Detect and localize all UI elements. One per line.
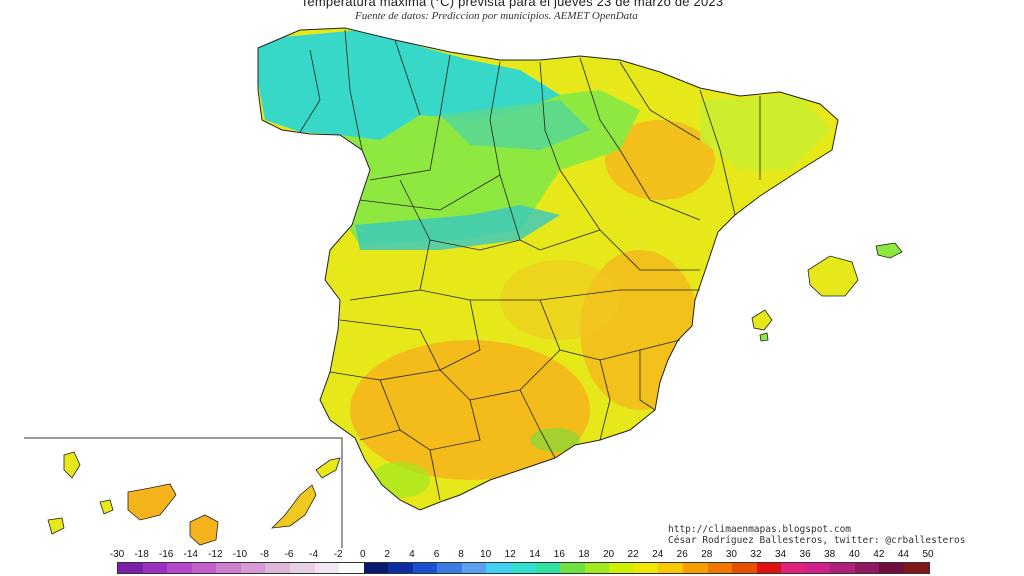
legend-tick: -4 [309, 549, 319, 560]
legend-tick: 24 [652, 549, 664, 560]
credit-author: César Rodríguez Ballesteros, twitter: @c… [668, 535, 966, 546]
legend-tick: -16 [158, 549, 174, 560]
legend-tick: 50 [922, 549, 934, 560]
legend-tick: 42 [873, 549, 885, 560]
legend-swatch [658, 563, 683, 573]
legend-tick: 34 [774, 549, 787, 560]
legend-tick: -6 [284, 549, 294, 560]
legend-swatch [854, 563, 880, 573]
legend-tick: 40 [848, 549, 860, 560]
legend-tick: 18 [578, 549, 590, 560]
legend-tick: -2 [333, 549, 343, 560]
legend-tick: 26 [676, 549, 688, 560]
legend-swatch [486, 563, 511, 573]
legend-tick: 38 [824, 549, 836, 560]
legend-tick: 22 [627, 549, 639, 560]
color-legend [117, 562, 930, 574]
legend-tick: 20 [602, 549, 615, 560]
legend-swatch [167, 563, 192, 573]
legend-tick: 0 [359, 549, 366, 560]
legend-swatch [339, 563, 364, 573]
legend-swatch [437, 563, 462, 573]
legend-tick: -18 [134, 549, 149, 560]
canary-islands-inset [24, 437, 343, 548]
legend-swatch [461, 563, 487, 573]
legend-swatch [732, 563, 757, 573]
legend-swatch [216, 563, 241, 573]
legend-swatch [191, 563, 217, 573]
legend-swatch [781, 563, 806, 573]
legend-tick: 30 [725, 549, 737, 560]
legend-swatch [363, 563, 389, 573]
legend-swatch [633, 563, 659, 573]
legend-swatch [584, 563, 610, 573]
legend-tick: 44 [897, 549, 909, 560]
legend-swatch [805, 563, 831, 573]
legend-swatch [511, 563, 536, 573]
legend-tick: 16 [553, 549, 565, 560]
balearic-islands [751, 242, 903, 342]
legend-swatch [560, 563, 585, 573]
legend-labels: -30 -18 -16 -14 -12 -10 -8 -6 -4 -2 0 2 4 6 8 10 12 14 16 1… [0, 549, 1024, 561]
legend-swatch [609, 563, 634, 573]
legend-swatch [707, 563, 733, 573]
legend-tick: -12 [208, 549, 223, 560]
legend-tick: 36 [799, 549, 811, 560]
legend-tick: 2 [384, 549, 391, 560]
credit-blog: http://climaenmapas.blogspot.com [668, 524, 852, 535]
iberian-peninsula [257, 27, 839, 511]
legend-swatch [756, 563, 782, 573]
legend-tick: 10 [480, 549, 492, 560]
legend-tick: 14 [529, 549, 541, 560]
legend-swatch [388, 563, 413, 573]
legend-swatch [289, 563, 315, 573]
legend-swatch [265, 563, 290, 573]
legend-swatch [412, 563, 438, 573]
legend-swatch [240, 563, 266, 573]
legend-tick: 4 [409, 549, 415, 560]
map-title: Temperatura máxima (°C) prevista para el… [300, 0, 724, 9]
legend-swatch [142, 563, 168, 573]
legend-tick: 28 [701, 549, 713, 560]
legend-swatch [830, 563, 855, 573]
legend-swatch [535, 563, 561, 573]
legend-tick: 32 [750, 549, 762, 560]
legend-tick: -8 [260, 549, 269, 560]
legend-tick: 8 [458, 549, 464, 560]
legend-tick: -30 [109, 549, 125, 560]
legend-swatch [118, 563, 143, 573]
legend-swatch [682, 563, 708, 573]
credit-block: http://climaenmapas.blogspot.com César R… [668, 524, 965, 546]
legend-tick: -14 [183, 549, 198, 560]
legend-tick: -10 [232, 549, 248, 560]
province-borders [299, 29, 761, 501]
map-subtitle: Fuente de datos: Prediccion por municipi… [355, 10, 638, 22]
legend-tick: 6 [433, 549, 440, 560]
legend-swatch [904, 563, 929, 573]
legend-swatch [879, 563, 904, 573]
legend-swatch [314, 563, 340, 573]
legend-tick: 12 [504, 549, 516, 560]
